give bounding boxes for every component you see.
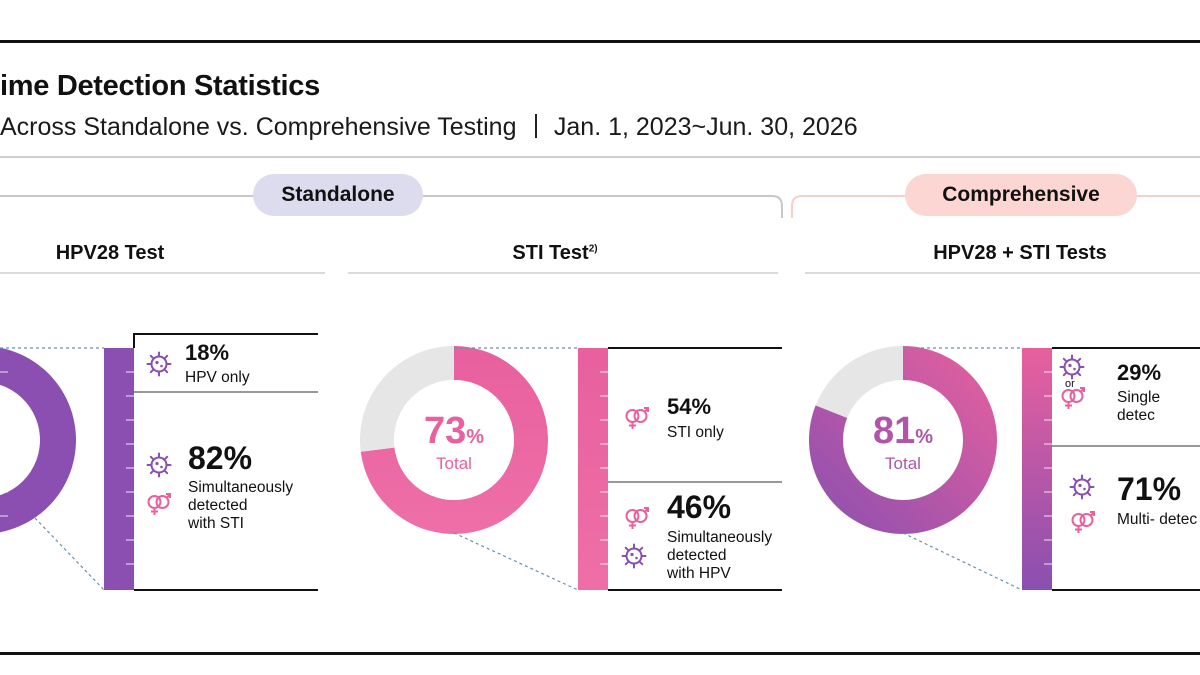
- hpv-sti-label: Simultaneously detected with STI: [188, 479, 294, 532]
- comprehensive-pill: Comprehensive: [905, 174, 1137, 216]
- standalone-pill: Standalone: [253, 174, 423, 216]
- combo-center-unit: %: [915, 426, 934, 448]
- standalone-bracket: [0, 195, 783, 218]
- multi-detection-percent: 71%: [1117, 471, 1182, 507]
- combo-center-value: 81%: [853, 410, 953, 453]
- sti-slice-rest: [360, 346, 454, 452]
- sti-column-head: STI Test2): [490, 242, 620, 265]
- gender-icon: [625, 407, 649, 430]
- sti-head-text: STI Test: [512, 242, 589, 264]
- combo-slice-rest: [815, 346, 903, 419]
- comprehensive-bracket: [791, 195, 1200, 218]
- hpv-only-label: HPV only: [185, 369, 250, 386]
- multi-detection-label: Multi- detec: [1117, 511, 1198, 528]
- gender-icon: [625, 507, 649, 530]
- combo-center-label: Total: [885, 454, 921, 473]
- gender-icon: [1071, 511, 1095, 534]
- virus-icon: [1059, 354, 1085, 380]
- virus-icon: [621, 543, 647, 569]
- single-detection-label: Single detec: [1117, 389, 1161, 424]
- or-text: or: [1065, 378, 1075, 390]
- bottom-rule: [0, 652, 1200, 655]
- hpv-sti-percent: 82%: [188, 440, 253, 476]
- combo-center-number: 81: [872, 410, 916, 452]
- hpv-only-percent: 18%: [185, 340, 230, 365]
- single-detection-percent: 29%: [1117, 360, 1162, 385]
- sti-only-percent: 54%: [667, 394, 712, 419]
- page-subtitle: Across Standalone vs. Comprehensive Test…: [0, 113, 858, 142]
- header-divider: [0, 156, 1200, 158]
- sti-center-unit: %: [466, 426, 485, 448]
- subtitle-text: Across Standalone vs. Comprehensive Test…: [0, 113, 517, 141]
- sti-center-label: Total: [436, 454, 472, 473]
- combo-slice-detected: [808, 346, 997, 534]
- sti-breakdown-bar: [578, 348, 608, 590]
- sti-hpv-percent: 46%: [667, 489, 732, 525]
- virus-icon: [146, 452, 172, 478]
- hpv-donut: [0, 347, 76, 533]
- sti-only-label: STI only: [667, 424, 724, 441]
- date-range: Jan. 1, 2023~Jun. 30, 2026: [553, 113, 858, 141]
- combo-breakdown-bar: [1022, 348, 1052, 590]
- gender-icon: [147, 493, 171, 516]
- sti-hpv-label: Simultaneously detected with HPV: [667, 529, 773, 582]
- sti-slice-detected: [360, 346, 548, 534]
- sti-donut: [360, 346, 548, 534]
- hpv-column-head: HPV28 Test: [55, 242, 165, 264]
- hpv-breakdown-bar: [104, 348, 134, 590]
- top-rule: [0, 40, 1200, 43]
- sti-center-value: 73%: [404, 410, 504, 453]
- hpv-slice-sti: [0, 347, 76, 533]
- subtitle-separator: [535, 114, 537, 138]
- sti-head-footnote: 2): [588, 243, 598, 255]
- virus-icon: [146, 351, 172, 377]
- gender-icon: [1061, 387, 1085, 410]
- combo-donut: [808, 346, 997, 534]
- virus-icon: [1069, 474, 1095, 500]
- page-title: ime Detection Statistics: [0, 70, 320, 102]
- combo-column-head: HPV28 + STI Tests: [933, 242, 1107, 264]
- sti-center-number: 73: [423, 410, 467, 452]
